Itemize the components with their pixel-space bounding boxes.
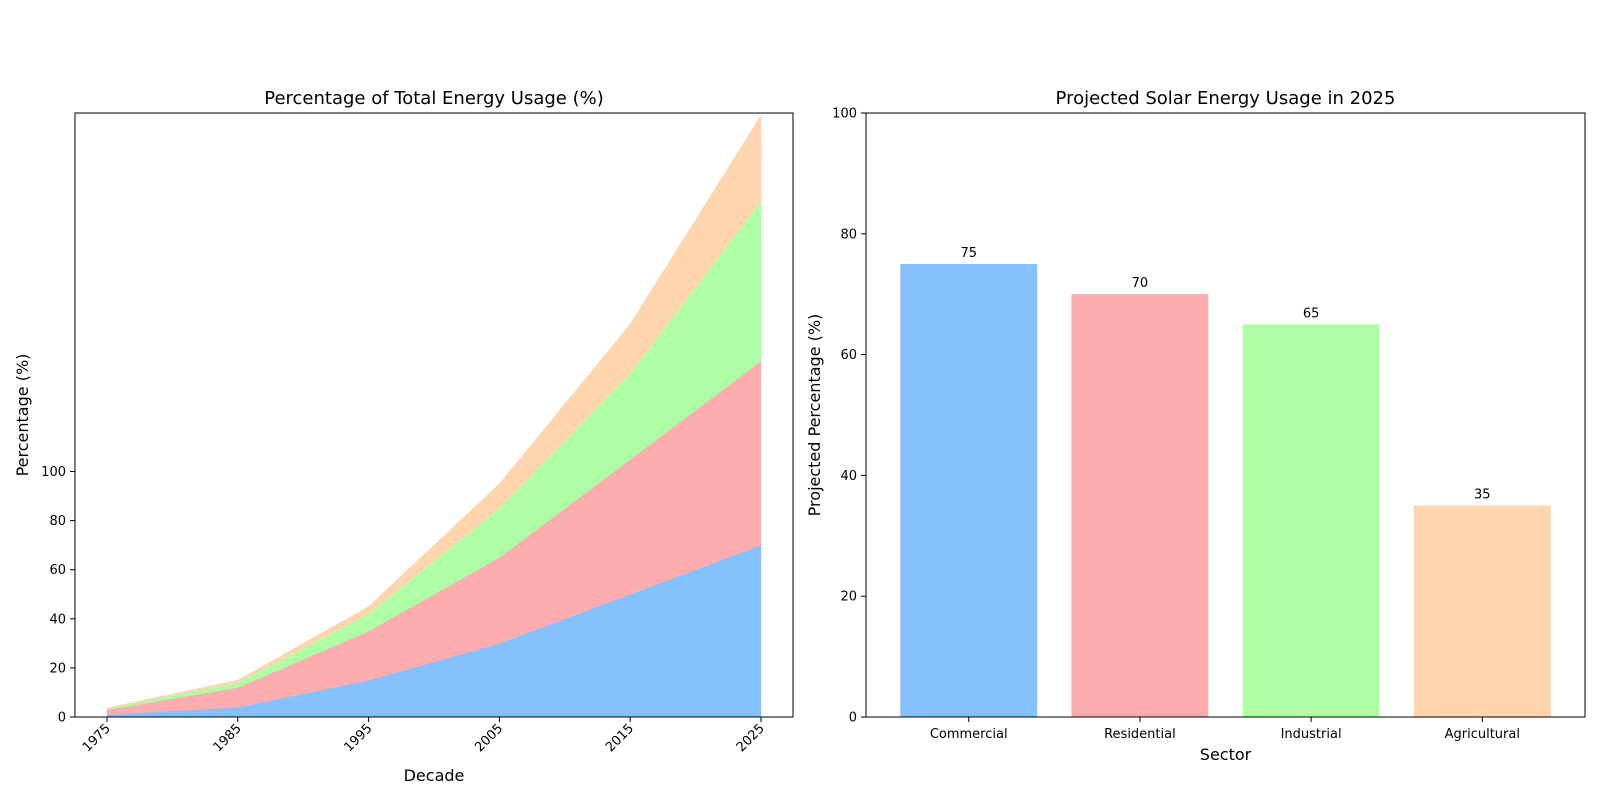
y-tick-label: 20 xyxy=(840,590,857,605)
y-axis-label: Projected Percentage (%) xyxy=(805,314,824,517)
y-tick-label: 100 xyxy=(41,465,66,480)
y-tick-label: 80 xyxy=(840,227,857,242)
x-tick-label: Agricultural xyxy=(1445,727,1520,742)
data-label: 65 xyxy=(1303,306,1320,321)
y-tick-label: 60 xyxy=(840,348,857,363)
y-tick-label: 60 xyxy=(49,563,66,578)
plot-frame xyxy=(865,112,1586,718)
y-tick-label: 0 xyxy=(849,711,857,726)
plot-frame xyxy=(74,112,794,718)
x-tick-label: 2005 xyxy=(472,721,506,755)
chart-title: Percentage of Total Energy Usage (%) xyxy=(264,88,604,109)
y-tick-label: 100 xyxy=(832,107,857,122)
y-tick-label: 80 xyxy=(49,514,66,529)
x-axis-label: Decade xyxy=(404,766,465,785)
data-label: 75 xyxy=(960,246,977,261)
data-label: 70 xyxy=(1132,276,1149,291)
x-tick-label: 2025 xyxy=(734,721,768,755)
area-series-3 xyxy=(106,114,762,709)
x-tick-label: Industrial xyxy=(1281,727,1342,742)
y-tick-label: 20 xyxy=(49,661,66,676)
x-tick-label: 1995 xyxy=(341,721,375,755)
chart-title: Projected Solar Energy Usage in 2025 xyxy=(1056,88,1396,109)
x-tick-label: Residential xyxy=(1104,727,1176,742)
y-tick-label: 0 xyxy=(58,711,66,726)
data-label: 35 xyxy=(1474,488,1491,503)
bar-chart: 75 70 65 35 0 20 40 60 80 100 Commercial Residentia… xyxy=(805,88,1586,764)
y-axis-label: Percentage (%) xyxy=(13,354,32,477)
bar-agricultural xyxy=(1413,505,1551,717)
x-tick-label: 2015 xyxy=(603,721,637,755)
bar-industrial xyxy=(1242,324,1380,717)
bar-commercial xyxy=(900,264,1038,717)
x-tick-label: 1975 xyxy=(80,721,114,755)
x-tick-label: Commercial xyxy=(930,727,1008,742)
y-tick-label: 40 xyxy=(49,612,66,627)
x-axis-label: Sector xyxy=(1200,745,1252,764)
bar-residential xyxy=(1071,294,1209,717)
y-tick-label: 40 xyxy=(840,469,857,484)
stacked-area-chart: 0 20 40 60 80 100 1975 1985 1995 2005 2015 2025 Perc… xyxy=(13,88,794,785)
x-tick-label: 1985 xyxy=(211,721,245,755)
